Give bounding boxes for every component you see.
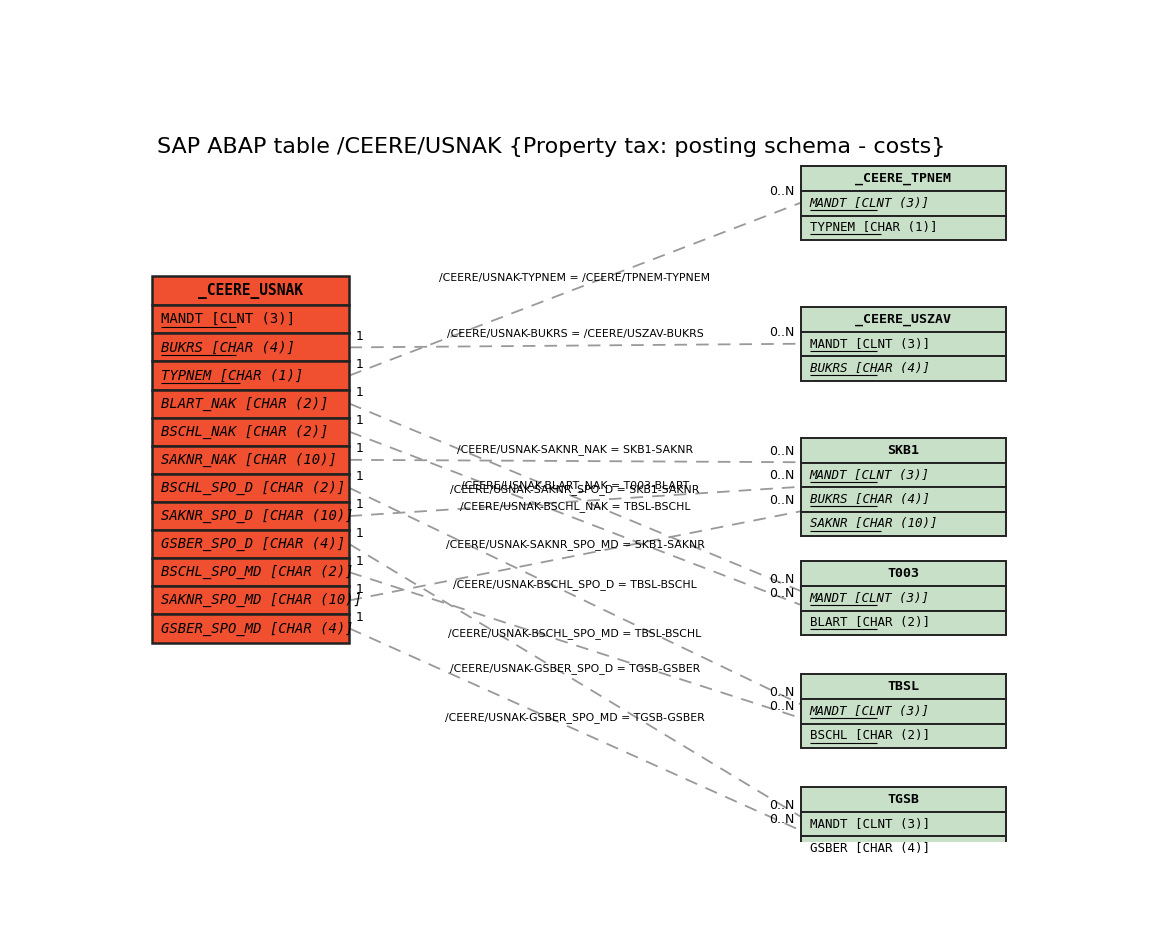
Text: /CEERE/USNAK-BSCHL_SPO_D = TBSL-BSCHL: /CEERE/USNAK-BSCHL_SPO_D = TBSL-BSCHL xyxy=(453,579,697,590)
Text: 1: 1 xyxy=(355,414,363,427)
FancyBboxPatch shape xyxy=(800,332,1005,357)
Text: TYPNEM [CHAR (1)]: TYPNEM [CHAR (1)] xyxy=(810,221,938,235)
Text: /CEERE/USNAK-BLART_NAK = T003-BLART: /CEERE/USNAK-BLART_NAK = T003-BLART xyxy=(461,481,690,491)
Text: BSCHL_SPO_MD [CHAR (2)]: BSCHL_SPO_MD [CHAR (2)] xyxy=(161,565,354,579)
Text: SAKNR [CHAR (10)]: SAKNR [CHAR (10)] xyxy=(810,517,938,531)
Text: /CEERE/USNAK-SAKNR_SPO_MD = SKB1-SAKNR: /CEERE/USNAK-SAKNR_SPO_MD = SKB1-SAKNR xyxy=(445,539,705,550)
FancyBboxPatch shape xyxy=(151,502,350,530)
FancyBboxPatch shape xyxy=(151,390,350,418)
Text: MANDT [CLNT (3)]: MANDT [CLNT (3)] xyxy=(810,592,930,604)
Text: 0..N: 0..N xyxy=(769,799,795,812)
Text: BUKRS [CHAR (4)]: BUKRS [CHAR (4)] xyxy=(810,362,930,375)
FancyBboxPatch shape xyxy=(151,418,350,446)
Text: /CEERE/USNAK-GSBER_SPO_D = TGSB-GSBER: /CEERE/USNAK-GSBER_SPO_D = TGSB-GSBER xyxy=(450,663,700,674)
Text: MANDT [CLNT (3)]: MANDT [CLNT (3)] xyxy=(810,338,930,351)
Text: MANDT [CLNT (3)]: MANDT [CLNT (3)] xyxy=(810,705,930,718)
FancyBboxPatch shape xyxy=(800,438,1005,464)
FancyBboxPatch shape xyxy=(800,487,1005,512)
Text: /CEERE/USNAK-TYPNEM = /CEERE/TPNEM-TYPNEM: /CEERE/USNAK-TYPNEM = /CEERE/TPNEM-TYPNE… xyxy=(439,273,711,283)
Text: GSBER_SPO_D [CHAR (4)]: GSBER_SPO_D [CHAR (4)] xyxy=(161,537,345,552)
FancyBboxPatch shape xyxy=(800,699,1005,724)
Text: GSBER [CHAR (4)]: GSBER [CHAR (4)] xyxy=(810,842,930,855)
Text: 1: 1 xyxy=(355,554,363,568)
FancyBboxPatch shape xyxy=(151,530,350,558)
FancyBboxPatch shape xyxy=(151,361,350,390)
Text: TYPNEM [CHAR (1)]: TYPNEM [CHAR (1)] xyxy=(161,369,304,382)
Text: SAKNR_NAK [CHAR (10)]: SAKNR_NAK [CHAR (10)] xyxy=(161,453,337,467)
Text: 0..N: 0..N xyxy=(769,587,795,600)
Text: _CEERE_USZAV: _CEERE_USZAV xyxy=(855,313,951,326)
FancyBboxPatch shape xyxy=(800,307,1005,332)
Text: MANDT [CLNT (3)]: MANDT [CLNT (3)] xyxy=(810,468,930,482)
Text: /CEERE/USNAK-BSCHL_SPO_MD = TBSL-BSCHL: /CEERE/USNAK-BSCHL_SPO_MD = TBSL-BSCHL xyxy=(449,628,701,639)
FancyBboxPatch shape xyxy=(151,587,350,614)
FancyBboxPatch shape xyxy=(151,474,350,502)
Text: 1: 1 xyxy=(355,470,363,483)
Text: BUKRS [CHAR (4)]: BUKRS [CHAR (4)] xyxy=(810,493,930,506)
Text: 0..N: 0..N xyxy=(769,700,795,713)
Text: SAKNR_SPO_D [CHAR (10)]: SAKNR_SPO_D [CHAR (10)] xyxy=(161,509,354,523)
FancyBboxPatch shape xyxy=(151,446,350,474)
Text: 1: 1 xyxy=(355,611,363,623)
Text: T003: T003 xyxy=(888,567,919,580)
Text: /CEERE/USNAK-BUKRS = /CEERE/USZAV-BUKRS: /CEERE/USNAK-BUKRS = /CEERE/USZAV-BUKRS xyxy=(446,329,704,340)
Text: 1: 1 xyxy=(355,358,363,371)
FancyBboxPatch shape xyxy=(151,276,350,306)
Text: TGSB: TGSB xyxy=(888,793,919,806)
Text: 0..N: 0..N xyxy=(769,185,795,199)
Text: MANDT [CLNT (3)]: MANDT [CLNT (3)] xyxy=(810,817,930,831)
Text: 1: 1 xyxy=(355,442,363,455)
FancyBboxPatch shape xyxy=(800,191,1005,216)
Text: 0..N: 0..N xyxy=(769,326,795,339)
Text: 1: 1 xyxy=(355,527,363,539)
Text: 1: 1 xyxy=(355,330,363,342)
Text: 0..N: 0..N xyxy=(769,445,795,458)
FancyBboxPatch shape xyxy=(800,166,1005,191)
FancyBboxPatch shape xyxy=(800,724,1005,748)
Text: BUKRS [CHAR (4)]: BUKRS [CHAR (4)] xyxy=(161,341,295,355)
Text: BSCHL_NAK [CHAR (2)]: BSCHL_NAK [CHAR (2)] xyxy=(161,425,329,439)
Text: 0..N: 0..N xyxy=(769,469,795,482)
Text: BLART [CHAR (2)]: BLART [CHAR (2)] xyxy=(810,616,930,629)
Text: /CEERE/USNAK-BSCHL_NAK = TBSL-BSCHL: /CEERE/USNAK-BSCHL_NAK = TBSL-BSCHL xyxy=(460,501,690,512)
Text: 0..N: 0..N xyxy=(769,494,795,507)
Text: _CEERE_USNAK: _CEERE_USNAK xyxy=(198,283,303,299)
FancyBboxPatch shape xyxy=(800,561,1005,587)
FancyBboxPatch shape xyxy=(800,357,1005,380)
FancyBboxPatch shape xyxy=(800,512,1005,535)
FancyBboxPatch shape xyxy=(151,306,350,333)
FancyBboxPatch shape xyxy=(800,587,1005,610)
Text: /CEERE/USNAK-GSBER_SPO_MD = TGSB-GSBER: /CEERE/USNAK-GSBER_SPO_MD = TGSB-GSBER xyxy=(445,712,705,724)
FancyBboxPatch shape xyxy=(800,610,1005,635)
Text: SAP ABAP table /CEERE/USNAK {Property tax: posting schema - costs}: SAP ABAP table /CEERE/USNAK {Property ta… xyxy=(157,137,946,157)
Text: TBSL: TBSL xyxy=(888,680,919,693)
FancyBboxPatch shape xyxy=(800,836,1005,861)
FancyBboxPatch shape xyxy=(800,464,1005,487)
Text: /CEERE/USNAK-SAKNR_NAK = SKB1-SAKNR: /CEERE/USNAK-SAKNR_NAK = SKB1-SAKNR xyxy=(457,444,693,455)
Text: 1: 1 xyxy=(355,583,363,596)
Text: SKB1: SKB1 xyxy=(888,444,919,457)
Text: BLART_NAK [CHAR (2)]: BLART_NAK [CHAR (2)] xyxy=(161,396,329,411)
Text: 1: 1 xyxy=(355,386,363,399)
FancyBboxPatch shape xyxy=(800,786,1005,812)
Text: MANDT [CLNT (3)]: MANDT [CLNT (3)] xyxy=(810,197,930,210)
Text: SAKNR_SPO_MD [CHAR (10)]: SAKNR_SPO_MD [CHAR (10)] xyxy=(161,593,362,607)
Text: BSCHL_SPO_D [CHAR (2)]: BSCHL_SPO_D [CHAR (2)] xyxy=(161,481,345,495)
Text: 1: 1 xyxy=(355,499,363,512)
FancyBboxPatch shape xyxy=(800,674,1005,699)
FancyBboxPatch shape xyxy=(151,333,350,361)
Text: 0..N: 0..N xyxy=(769,813,795,826)
Text: GSBER_SPO_MD [CHAR (4)]: GSBER_SPO_MD [CHAR (4)] xyxy=(161,622,354,636)
Text: 0..N: 0..N xyxy=(769,573,795,587)
Text: MANDT [CLNT (3)]: MANDT [CLNT (3)] xyxy=(161,312,295,326)
Text: _CEERE_TPNEM: _CEERE_TPNEM xyxy=(855,172,951,185)
Text: /CEERE/USNAK-SAKNR_SPO_D = SKB1-SAKNR: /CEERE/USNAK-SAKNR_SPO_D = SKB1-SAKNR xyxy=(451,484,700,496)
Text: BSCHL [CHAR (2)]: BSCHL [CHAR (2)] xyxy=(810,729,930,743)
FancyBboxPatch shape xyxy=(151,558,350,587)
FancyBboxPatch shape xyxy=(800,216,1005,239)
Text: 0..N: 0..N xyxy=(769,687,795,699)
FancyBboxPatch shape xyxy=(800,812,1005,836)
FancyBboxPatch shape xyxy=(151,614,350,642)
